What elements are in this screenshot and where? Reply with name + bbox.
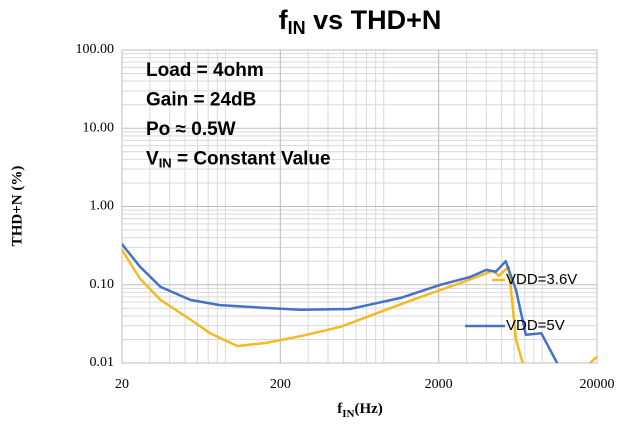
y-tick-label: 10.00 <box>83 120 115 135</box>
annotation-part: Load = 4ohm <box>146 60 264 81</box>
plot <box>122 242 597 363</box>
x-tick-label: 2000 <box>425 377 453 392</box>
label-part: f <box>337 401 343 417</box>
chart-title: fIN vs THD+N <box>279 5 442 38</box>
annotation-part: = Constant Value <box>172 149 331 170</box>
x-axis-label: fIN(Hz) <box>337 401 383 419</box>
y-tick-label: 100.00 <box>76 42 115 57</box>
annotation-subscript: IN <box>159 156 172 171</box>
y-tick-label: 1.00 <box>90 199 115 214</box>
x-tick-label: 200 <box>270 377 291 392</box>
annotation-part: Po ≈ 0.5W <box>146 119 236 140</box>
title-part: vs THD+N <box>306 5 442 35</box>
annotation: Gain = 24dB <box>146 90 256 111</box>
legend-label: VDD=3.6V <box>506 271 577 288</box>
x-tick-label: 20000 <box>580 377 615 392</box>
label-part: (Hz) <box>354 401 382 417</box>
annotation: VIN = Constant Value <box>146 149 331 171</box>
y-tick-label: 0.10 <box>90 277 115 292</box>
title-part: f <box>279 5 289 35</box>
label-subscript: IN <box>342 408 354 420</box>
legend-label: VDD=5V <box>506 317 565 334</box>
series-line <box>122 248 597 363</box>
y-tick-label: 0.01 <box>90 355 115 370</box>
y-axis-label: THD+N (%) <box>9 166 25 247</box>
plot-frame <box>121 49 598 364</box>
overlay: 0.01 0.10 1.00 10.00 100.00 20 200 2000 20000 VDD… <box>76 42 615 392</box>
x-tick-label: 20 <box>115 377 129 392</box>
annotation: Load = 4ohm <box>146 60 264 81</box>
title-subscript: IN <box>288 18 306 38</box>
annotation-part: V <box>146 149 159 170</box>
annotation: Po ≈ 0.5W <box>146 119 236 140</box>
annotation-part: Gain = 24dB <box>146 90 256 111</box>
series-line <box>122 242 559 363</box>
